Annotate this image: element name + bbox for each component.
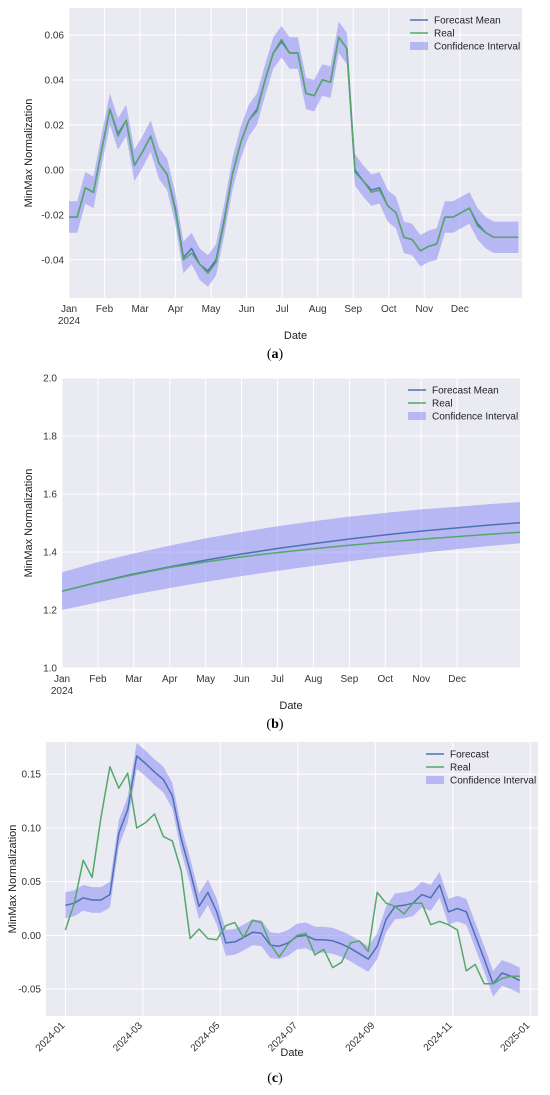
caption-letter: b xyxy=(271,717,279,732)
y-tick-label: 0.10 xyxy=(22,823,42,834)
x-tick-label: 2024-09 xyxy=(344,1020,378,1054)
x-tick-label: Apr xyxy=(162,674,178,685)
caption-letter: c xyxy=(272,1071,278,1086)
x-tick-label: Mar xyxy=(125,674,143,685)
x-tick-label: 2024-03 xyxy=(111,1020,145,1054)
y-tick-label: 0.04 xyxy=(45,75,65,86)
legend-swatch xyxy=(408,412,426,420)
caption-paren: ( xyxy=(267,1071,272,1086)
y-tick-label: 1.2 xyxy=(43,606,57,617)
y-axis-title: MinMax Normalization xyxy=(23,99,35,208)
x-tick-label: Dec xyxy=(448,674,466,685)
legend-swatch xyxy=(426,776,444,784)
legend-label: Real xyxy=(450,763,471,774)
x-tick-label: Jul xyxy=(271,674,284,685)
legend: Forecast Mean Real Confidence Interval xyxy=(410,16,520,53)
panel-caption: (a) xyxy=(267,347,284,362)
x-tick-label: Apr xyxy=(168,304,184,315)
y-tick-label: 0.00 xyxy=(45,165,65,176)
x-tick-label: 2024-11 xyxy=(422,1020,456,1054)
x-tick-label: Mar xyxy=(131,304,149,315)
x-tick-label: Feb xyxy=(89,674,107,685)
caption-paren: ) xyxy=(278,1071,283,1086)
y-axis-title: MinMax Normalization xyxy=(7,825,19,934)
caption-paren: ) xyxy=(279,347,284,362)
x-axis-title: Date xyxy=(284,330,307,342)
x-tick-label: Sep xyxy=(340,674,358,685)
caption-paren: ( xyxy=(267,347,272,362)
legend-swatch xyxy=(410,42,428,50)
y-tick-label: 1.4 xyxy=(43,548,57,559)
x-tick-label: Nov xyxy=(415,304,433,315)
x-tick-label: Jun xyxy=(239,304,255,315)
y-tick-label: -0.05 xyxy=(18,985,41,996)
x-axis-title: Date xyxy=(280,1047,303,1059)
x-tick-label: 2025-01 xyxy=(499,1020,533,1054)
y-axis: 1.0 1.2 1.4 1.6 1.8 2.0 xyxy=(43,374,57,675)
y-tick-label: 1.0 xyxy=(43,664,57,675)
plot-area xyxy=(46,742,538,1016)
series-line-real xyxy=(64,765,520,985)
x-tick-label: Aug xyxy=(309,304,327,315)
x-year-label: 2024 xyxy=(58,316,81,327)
x-tick-label: Jan xyxy=(61,304,77,315)
confidence-band xyxy=(62,502,520,610)
legend-label: Confidence Interval xyxy=(434,42,520,53)
x-tick-label: Jun xyxy=(234,674,250,685)
x-tick-label: Jul xyxy=(276,304,289,315)
x-tick-label: Oct xyxy=(381,304,397,315)
y-axis: -0.05 0.00 0.05 0.10 0.15 xyxy=(18,770,41,996)
legend: Forecast Real Confidence Interval xyxy=(426,750,536,787)
confidence-band xyxy=(65,743,520,997)
x-tick-label: 2024-01 xyxy=(34,1020,68,1054)
caption-paren: ) xyxy=(279,717,284,732)
y-tick-label: 0.05 xyxy=(22,877,42,888)
x-tick-label: Sep xyxy=(344,304,362,315)
chart-panel-c: -0.05 0.00 0.05 0.10 0.15 2024-01 2024-03 2024-… xyxy=(7,742,538,1086)
y-tick-label: -0.02 xyxy=(41,210,64,221)
legend-label: Real xyxy=(432,399,453,410)
panel-caption: (b) xyxy=(266,717,283,732)
y-tick-label: 1.6 xyxy=(43,490,57,501)
y-tick-label: 2.0 xyxy=(43,374,57,385)
x-tick-label: Oct xyxy=(378,674,394,685)
x-axis: Jan Feb Mar Apr May Jun Jul Aug Sep Oct Nov Dec 2024 xyxy=(58,304,469,327)
caption-paren: ( xyxy=(266,717,271,732)
x-tick-label: Feb xyxy=(96,304,114,315)
x-tick-label: Jan xyxy=(54,674,70,685)
legend-label: Confidence Interval xyxy=(432,412,518,423)
chart-panel-a: -0.04 -0.02 0.00 0.02 0.04 0.06 Jan Feb Mar Apr Ma… xyxy=(23,8,522,362)
x-axis-title: Date xyxy=(279,700,302,712)
y-tick-label: 0.06 xyxy=(45,30,65,41)
legend: Forecast Mean Real Confidence Interval xyxy=(408,386,518,423)
x-year-label: 2024 xyxy=(51,686,74,697)
x-tick-label: Dec xyxy=(451,304,469,315)
confidence-band xyxy=(69,21,519,287)
legend-label: Forecast Mean xyxy=(432,386,499,397)
x-tick-label: May xyxy=(202,304,221,315)
x-tick-label: 2024-05 xyxy=(189,1020,223,1054)
series-line-real xyxy=(69,36,519,275)
legend-label: Real xyxy=(434,29,455,40)
x-tick-label: Nov xyxy=(412,674,430,685)
chart-panel-b: 1.0 1.2 1.4 1.6 1.8 2.0 Jan Feb Mar Apr May Jun Jul A… xyxy=(23,374,521,732)
y-axis-title: MinMax Normalization xyxy=(23,469,35,578)
y-tick-label: 0.02 xyxy=(45,120,65,131)
x-axis: Jan Feb Mar Apr May Jun Jul Aug Sep Oct Nov Dec 2024 xyxy=(51,674,466,697)
y-tick-label: 1.8 xyxy=(43,432,57,443)
y-tick-label: 0.00 xyxy=(22,931,42,942)
x-tick-label: Aug xyxy=(305,674,323,685)
y-tick-label: -0.04 xyxy=(41,255,64,266)
legend-label: Forecast xyxy=(450,750,489,761)
legend-label: Forecast Mean xyxy=(434,16,501,27)
panel-caption: (c) xyxy=(267,1071,283,1086)
legend-label: Confidence Interval xyxy=(450,776,536,787)
caption-letter: a xyxy=(272,347,279,362)
y-tick-label: 0.15 xyxy=(22,770,42,781)
series-line-real xyxy=(61,531,521,592)
x-tick-label: May xyxy=(196,674,215,685)
y-axis: -0.04 -0.02 0.00 0.02 0.04 0.06 xyxy=(41,30,64,266)
